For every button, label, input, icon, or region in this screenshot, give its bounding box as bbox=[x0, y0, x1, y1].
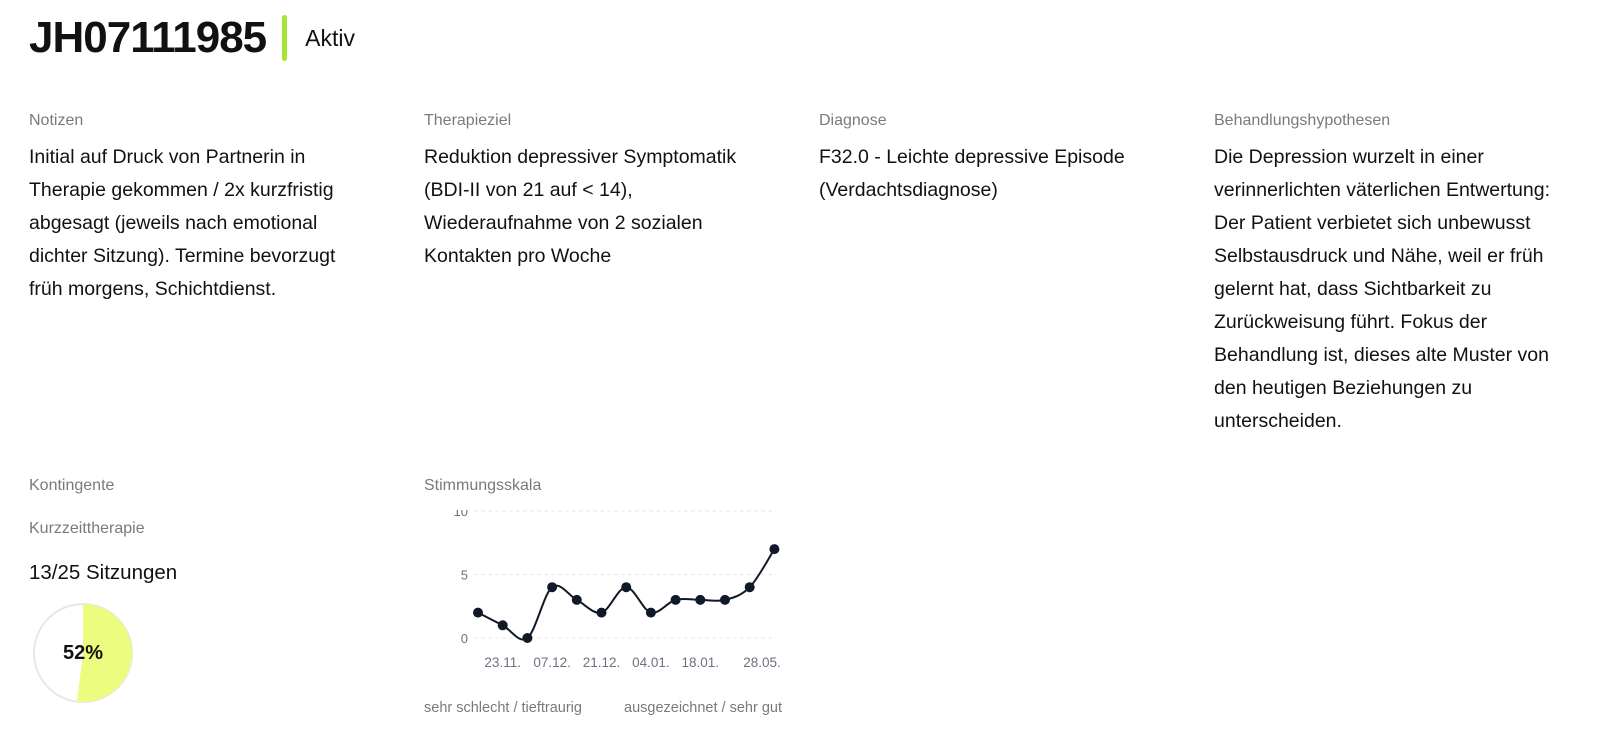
notes-text: Initial auf Druck von Partnerin in Thera… bbox=[29, 146, 336, 300]
mood-data-point bbox=[769, 544, 780, 555]
contingent-type: Kurzzeittherapie bbox=[29, 520, 145, 537]
y-tick-label: 0 bbox=[461, 631, 468, 646]
mood-data-point bbox=[497, 620, 508, 631]
mood-data-point bbox=[596, 607, 607, 618]
mood-data-point bbox=[522, 633, 533, 643]
mood-data-point bbox=[571, 594, 582, 605]
goal-text: Reduktion depressiver Symptomatik (BDI-I… bbox=[424, 146, 737, 267]
contingent-label: Kontingente bbox=[29, 477, 115, 494]
mood-data-point bbox=[645, 607, 656, 618]
hypotheses-label: Behandlungshypothesen bbox=[1214, 112, 1391, 129]
status-indicator bbox=[282, 15, 288, 61]
header: JH07111985 Aktiv bbox=[29, 12, 355, 64]
mood-data-point bbox=[670, 594, 681, 605]
patient-id: JH07111985 bbox=[29, 13, 267, 62]
x-tick-label: 04.01. bbox=[632, 655, 670, 670]
x-tick-label: 18.01. bbox=[682, 655, 720, 670]
x-tick-label: 07.12. bbox=[533, 655, 571, 670]
pie-percent: 52% bbox=[62, 641, 104, 664]
mood-data-point bbox=[744, 582, 755, 593]
diagnosis-label: Diagnose bbox=[819, 112, 887, 129]
diagnosis-text: F32.0 - Leichte depressive Episode (Verd… bbox=[819, 146, 1125, 201]
y-tick-label: 10 bbox=[454, 510, 468, 519]
x-tick-label: 21.12. bbox=[583, 655, 621, 670]
x-tick-label: 28.05. bbox=[743, 655, 781, 670]
mood-data-point bbox=[547, 582, 558, 593]
contingent-pie: 52% bbox=[33, 603, 133, 703]
mood-chart: 0 5 10 23.11. 07.12. 21.12. 04.01. 18.01. 28.05. bbox=[454, 510, 781, 670]
mood-data-point bbox=[695, 594, 706, 605]
pie-fill bbox=[76, 604, 133, 702]
mood-series-line bbox=[477, 548, 776, 641]
contingent-sessions: 13/25 Sitzungen bbox=[29, 561, 178, 584]
x-tick-label: 23.11. bbox=[484, 655, 521, 670]
mood-data-point bbox=[473, 607, 483, 618]
mood-data-point bbox=[621, 582, 632, 593]
mood-data-point bbox=[720, 594, 730, 605]
goal-label: Therapieziel bbox=[424, 112, 512, 129]
mood-low-label: sehr schlecht / tieftraurig bbox=[424, 700, 582, 716]
hypotheses-text: Die Depression wurzelt in einer verinner… bbox=[1214, 146, 1551, 432]
contingent-pie-svg bbox=[33, 603, 133, 703]
y-tick-label: 5 bbox=[461, 568, 468, 583]
notes-label: Notizen bbox=[29, 112, 84, 129]
mood-high-label: ausgezeichnet / sehr gut bbox=[624, 700, 782, 716]
mood-label: Stimmungsskala bbox=[424, 477, 542, 494]
status-text: Aktiv bbox=[305, 25, 355, 51]
